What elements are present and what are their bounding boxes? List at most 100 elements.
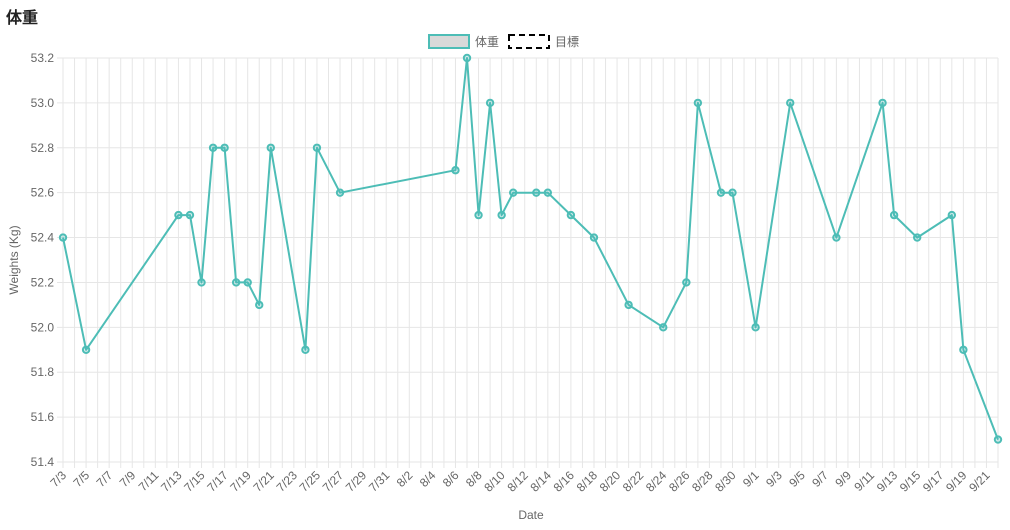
x-tick-label: 7/11: [136, 468, 162, 494]
x-tick-label: 9/11: [851, 468, 877, 494]
data-point: [462, 53, 472, 63]
x-tick-label: 9/21: [966, 468, 993, 495]
data-point: [451, 166, 460, 175]
y-tick-label: 52.0: [31, 320, 55, 334]
x-tick-label: 8/18: [574, 468, 601, 495]
x-tick-label: 8/16: [551, 468, 578, 495]
data-point: [266, 143, 275, 152]
x-tick-label: 7/7: [94, 468, 116, 490]
x-tick-label: 9/3: [763, 468, 785, 490]
x-tick-label: 7/29: [343, 468, 370, 495]
data-point: [174, 210, 183, 220]
x-tick-label: 7/21: [250, 468, 277, 495]
data-point: [959, 345, 968, 354]
data-point: [682, 278, 691, 287]
x-tick-label: 9/17: [920, 468, 947, 495]
x-tick-label: 8/4: [417, 468, 439, 490]
x-tick-label: 8/6: [440, 468, 462, 490]
x-tick-label: 7/27: [320, 468, 347, 495]
x-tick-label: 9/1: [740, 468, 762, 490]
x-tick-label: 8/22: [620, 468, 647, 495]
y-tick-label: 52.6: [31, 186, 55, 200]
data-point: [497, 210, 506, 220]
y-tick-label: 52.2: [31, 275, 55, 289]
data-point: [220, 143, 229, 152]
data-point: [912, 233, 922, 242]
x-tick-label: 8/2: [394, 468, 416, 490]
legend-swatch-target: [508, 34, 550, 49]
data-point: [728, 188, 737, 197]
data-point: [993, 435, 1003, 444]
x-tick-label: 9/19: [943, 468, 970, 495]
data-point: [716, 188, 726, 197]
legend-item-weight[interactable]: 体重: [428, 34, 499, 49]
data-point: [751, 323, 760, 332]
data-point: [208, 143, 218, 152]
x-tick-label: 9/7: [809, 468, 831, 490]
legend: 体重 目標: [428, 34, 579, 49]
data-point: [197, 278, 206, 287]
legend-label-weight: 体重: [475, 35, 499, 49]
x-tick-label: 9/9: [832, 468, 854, 490]
x-tick-label: 8/26: [666, 468, 693, 495]
page-title: 体重: [6, 8, 39, 27]
x-tick-label: 8/30: [712, 468, 739, 495]
y-tick-label: 53.0: [31, 96, 55, 110]
x-tick-label: 7/25: [297, 468, 324, 495]
x-tick-label: 8/8: [463, 468, 485, 490]
x-tick-label: 7/19: [227, 468, 254, 495]
x-tick-label: 7/9: [117, 468, 139, 490]
data-point: [485, 98, 495, 108]
data-point: [878, 98, 887, 108]
data-point: [693, 98, 703, 108]
data-point: [474, 210, 483, 220]
x-tick-label: 7/31: [366, 468, 393, 495]
y-axis-title: Weights (Kg): [7, 225, 21, 294]
x-tick-label: 8/12: [504, 468, 531, 495]
legend-item-target[interactable]: 目標: [508, 34, 579, 49]
data-point: [243, 278, 252, 287]
data-point: [231, 278, 241, 287]
data-point: [301, 345, 310, 354]
x-tick-label: 8/20: [597, 468, 624, 495]
grid: [57, 57, 999, 468]
data-point: [589, 233, 599, 242]
x-tick-label: 7/23: [274, 468, 301, 495]
data-point: [889, 210, 899, 220]
x-axis-ticks: 7/3 7/5 7/7 7/97/117/137/157/177/197/217/23…: [47, 468, 992, 495]
x-tick-label: 8/28: [689, 468, 716, 495]
x-tick-label: 9/5: [786, 468, 808, 490]
y-tick-label: 53.2: [31, 51, 55, 65]
data-point: [832, 233, 841, 242]
data-point: [566, 210, 576, 220]
x-tick-label: 7/17: [204, 468, 231, 495]
series-layer: [58, 53, 1003, 444]
data-point: [58, 233, 68, 242]
data-point: [255, 300, 264, 310]
y-tick-label: 52.4: [31, 231, 55, 245]
x-tick-label: 7/15: [181, 468, 208, 495]
data-point: [659, 323, 668, 332]
data-point: [624, 300, 633, 310]
x-axis-title: Date: [518, 508, 544, 522]
x-tick-label: 8/24: [643, 468, 670, 495]
y-axis-ticks: 53.2 53.0 52.8 52.6 52.4 52.2 52.0 51.8 51.6 51.4: [31, 51, 55, 469]
data-point: [508, 188, 518, 197]
x-tick-label: 9/13: [874, 468, 901, 495]
y-tick-label: 51.6: [31, 410, 55, 424]
y-tick-label: 51.4: [31, 455, 55, 469]
data-point: [786, 98, 795, 108]
x-tick-label: 9/15: [897, 468, 924, 495]
data-point: [312, 143, 322, 152]
legend-label-target: 目標: [555, 35, 579, 49]
x-tick-label: 7/3: [47, 468, 69, 490]
data-point: [532, 188, 541, 197]
x-tick-label: 7/13: [158, 468, 185, 495]
data-point: [335, 188, 345, 197]
x-tick-label: 7/5: [71, 468, 93, 490]
x-tick-label: 8/10: [481, 468, 508, 495]
data-point: [947, 210, 957, 220]
data-point: [81, 345, 91, 354]
x-tick-label: 8/14: [528, 468, 555, 495]
